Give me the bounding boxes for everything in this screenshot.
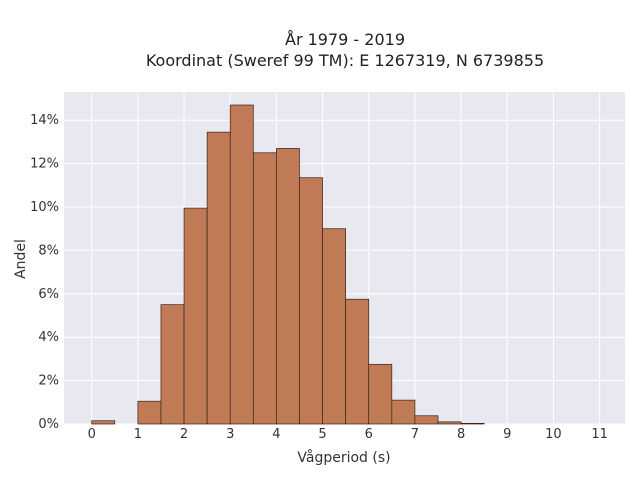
histogram-bar xyxy=(391,399,416,425)
y-tick-label: 4% xyxy=(38,330,59,345)
histogram-bar xyxy=(437,421,462,425)
histogram-bar xyxy=(299,177,323,425)
x-tick-label: 6 xyxy=(365,427,373,442)
x-tick-label: 2 xyxy=(180,427,188,442)
y-tick-label: 6% xyxy=(38,287,59,302)
y-tick-label: 2% xyxy=(38,374,59,389)
y-axis-label: Andel xyxy=(13,239,29,279)
histogram-bar xyxy=(206,131,231,425)
histogram-bar xyxy=(91,420,116,425)
x-tick-label: 8 xyxy=(457,427,465,442)
x-tick-label: 11 xyxy=(591,427,608,442)
x-tick-label: 1 xyxy=(134,427,142,442)
histogram-bar xyxy=(414,415,439,425)
histogram-bar xyxy=(183,207,208,425)
histogram-bar xyxy=(345,298,370,425)
x-axis-ticks: 0 1 2 3 4 5 6 7 8 9 10 11 xyxy=(88,427,608,442)
y-tick-label: 8% xyxy=(38,243,59,258)
x-tick-label: 0 xyxy=(88,427,96,442)
histogram-bar xyxy=(276,148,300,425)
y-tick-label: 12% xyxy=(30,157,59,172)
y-tick-label: 14% xyxy=(30,113,59,128)
histogram-bar xyxy=(252,152,277,425)
y-axis-ticks: 0% 2% 4% 6% 8% 10% 12% 14% xyxy=(30,113,59,432)
histogram-bar xyxy=(368,363,393,425)
histogram-bar xyxy=(460,422,485,425)
bars xyxy=(91,104,485,425)
y-tick-label: 0% xyxy=(38,417,59,432)
x-axis-label: Vågperiod (s) xyxy=(297,449,390,466)
x-tick-label: 3 xyxy=(226,427,234,442)
chart-title-line-2: Koordinat (Sweref 99 TM): E 1267319, N 6… xyxy=(146,51,544,70)
x-tick-label: 9 xyxy=(503,427,511,442)
histogram-bar xyxy=(229,104,254,425)
histogram-bar xyxy=(160,304,185,425)
y-tick-label: 10% xyxy=(30,200,59,215)
x-tick-label: 7 xyxy=(411,427,419,442)
x-tick-label: 10 xyxy=(545,427,562,442)
histogram-bar xyxy=(137,400,162,425)
chart-title-line-1: År 1979 - 2019 xyxy=(285,30,405,49)
histogram-bar xyxy=(322,228,347,425)
x-tick-label: 5 xyxy=(318,427,326,442)
x-tick-label: 4 xyxy=(272,427,280,442)
